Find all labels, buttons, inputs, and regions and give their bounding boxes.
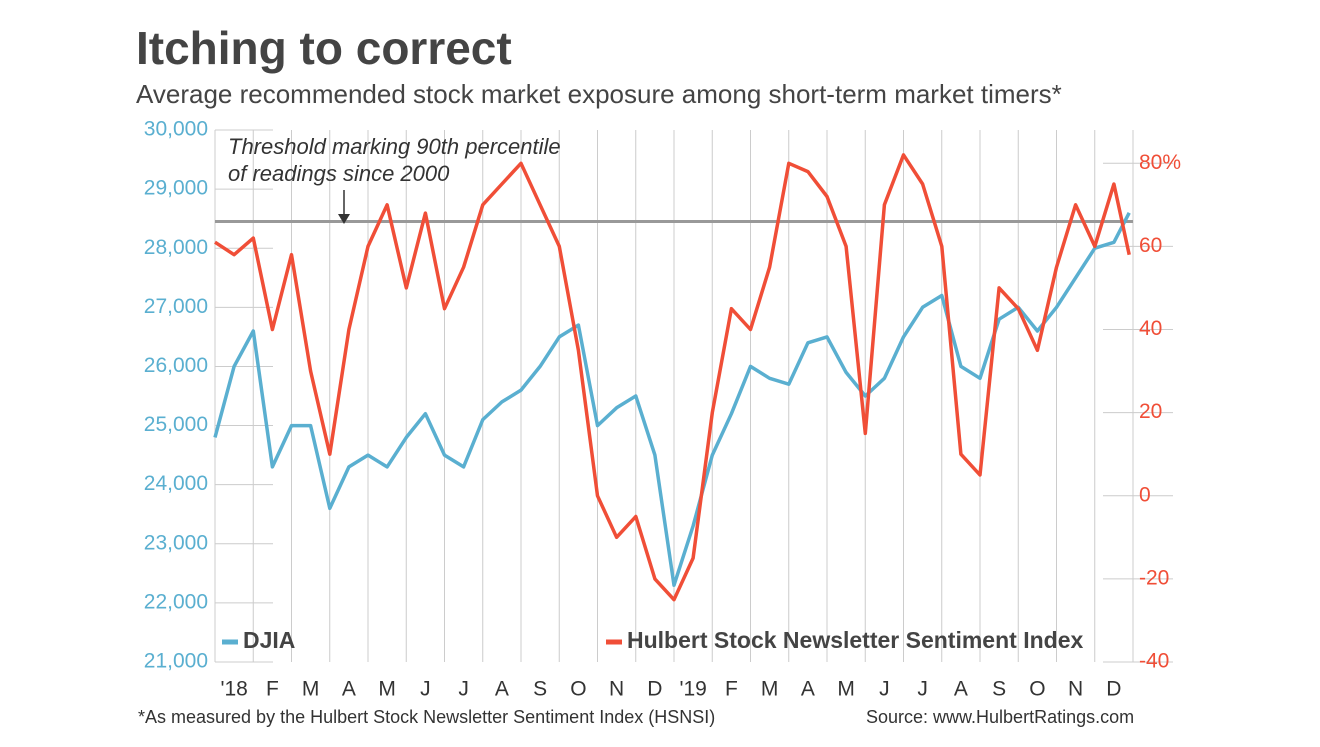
y-tick-label: 27,000	[144, 295, 208, 318]
chart-subtitle: Average recommended stock market exposur…	[136, 79, 1062, 109]
y2-tick-label: 80%	[1139, 151, 1181, 174]
y2-tick-label: 60	[1139, 234, 1162, 257]
x-tick-label: A	[495, 678, 509, 701]
y-tick-label: 28,000	[144, 236, 208, 259]
x-tick-label: D	[1106, 678, 1121, 701]
y-tick-label: 30,000	[144, 118, 208, 141]
y-tick-label: 24,000	[144, 472, 208, 495]
y2-tick-label: -40	[1139, 650, 1169, 673]
x-tick-label: S	[992, 678, 1006, 701]
x-tick-label: A	[954, 678, 968, 701]
y2-tick-label: 0	[1139, 483, 1151, 506]
y2-tick-label: 20	[1139, 400, 1162, 423]
x-tick-label: D	[647, 678, 662, 701]
annotation: of readings since 2000	[228, 161, 450, 186]
x-tick-label: A	[342, 678, 356, 701]
y-tick-label: 23,000	[144, 531, 208, 554]
x-tick-label: M	[302, 678, 320, 701]
y-tick-label: 21,000	[144, 650, 208, 673]
chart-title: Itching to correct	[136, 22, 512, 74]
y-tick-label: 26,000	[144, 354, 208, 377]
series-line	[213, 211, 1131, 587]
arrow-head	[338, 214, 350, 224]
y-tick-label: 29,000	[144, 177, 208, 200]
y2-tick-label: -20	[1139, 566, 1169, 589]
x-tick-label: M	[837, 678, 855, 701]
x-tick-label: N	[609, 678, 624, 701]
y-tick-label: 22,000	[144, 590, 208, 613]
x-tick-label: J	[879, 678, 890, 701]
x-tick-label: J	[917, 678, 928, 701]
x-tick-label: M	[761, 678, 779, 701]
x-tick-label: F	[266, 678, 279, 701]
x-tick-label: '18	[220, 678, 247, 701]
x-tick-label: N	[1068, 678, 1083, 701]
x-tick-label: F	[725, 678, 738, 701]
footnote: *As measured by the Hulbert Stock Newsle…	[138, 707, 715, 727]
source: Source: www.HulbertRatings.com	[866, 707, 1134, 727]
x-tick-label: S	[533, 678, 547, 701]
x-tick-label: J	[420, 678, 431, 701]
legend-label: DJIA	[243, 627, 295, 653]
x-tick-label: A	[801, 678, 815, 701]
x-tick-label: '19	[679, 678, 706, 701]
x-tick-label: O	[1029, 678, 1045, 701]
y-tick-label: 25,000	[144, 413, 208, 436]
x-tick-label: J	[458, 678, 469, 701]
legend-label: Hulbert Stock Newsletter Sentiment Index	[627, 627, 1083, 653]
y2-tick-label: 40	[1139, 317, 1162, 340]
annotation: Threshold marking 90th percentile	[228, 134, 561, 159]
x-tick-label: M	[378, 678, 396, 701]
series-line	[214, 153, 1131, 602]
x-tick-label: O	[570, 678, 586, 701]
